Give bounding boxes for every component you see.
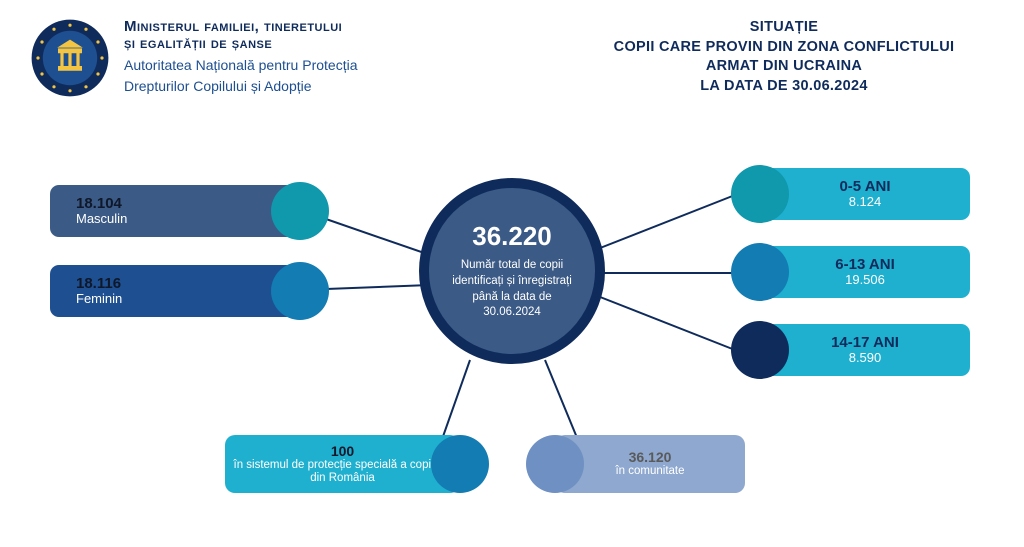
gender-pill: 18.116Feminin [50, 265, 300, 317]
pill-value: 6-13 ANI [835, 256, 894, 273]
age-pill: 14-17 ANI8.590 [760, 324, 970, 376]
pill-value: 18.116 [76, 275, 121, 292]
node-dot [731, 165, 789, 223]
pill-label: Feminin [76, 292, 122, 307]
header: Ministerul familiei, tineretului și egal… [0, 0, 1024, 98]
center-value: 36.220 [472, 221, 552, 252]
node-dot [271, 182, 329, 240]
page-title: SITUAȚIE COPII CARE PROVIN DIN ZONA CONF… [574, 18, 994, 98]
authority-line-2: Drepturilor Copilului și Adopție [124, 78, 574, 96]
pill-label: în comunitate [615, 465, 684, 478]
gender-pill: 18.104Masculin [50, 185, 300, 237]
ministry-block: Ministerul familiei, tineretului și egal… [110, 18, 574, 98]
pill-value: 36.120 [629, 449, 672, 465]
age-pill: 0-5 ANI8.124 [760, 168, 970, 220]
pill-value: 18.104 [76, 195, 122, 212]
center-label: Număr total de copii identificați și înr… [443, 258, 581, 320]
location-pill: 100în sistemul de protecție specială a c… [225, 435, 460, 493]
pill-value: 100 [331, 443, 354, 459]
node-dot [431, 435, 489, 493]
pill-value: 0-5 ANI [839, 178, 890, 195]
ministry-line-2: și egalității de șanse [124, 35, 574, 52]
pill-label: 8.124 [849, 195, 882, 210]
ministry-line-1: Ministerul familiei, tineretului [124, 18, 574, 35]
node-dot [731, 321, 789, 379]
pill-label: în sistemul de protecție specială a copi… [225, 459, 460, 485]
node-dot [271, 262, 329, 320]
pill-label: 19.506 [845, 273, 885, 288]
title-l1: SITUAȚIE [574, 18, 994, 38]
title-l2: COPII CARE PROVIN DIN ZONA CONFLICTULUI [574, 38, 994, 58]
gov-logo [30, 18, 110, 98]
title-l4: LA DATA DE 30.06.2024 [574, 77, 994, 97]
pill-label: 8.590 [849, 351, 882, 366]
node-dot [731, 243, 789, 301]
pill-value: 14-17 ANI [831, 334, 899, 351]
node-dot [526, 435, 584, 493]
title-l3: ARMAT DIN UCRAINA [574, 57, 994, 77]
authority-line-1: Autoritatea Națională pentru Protecția [124, 57, 574, 75]
age-pill: 6-13 ANI19.506 [760, 246, 970, 298]
pill-label: Masculin [76, 212, 127, 227]
center-total: 36.220 Număr total de copii identificați… [419, 178, 605, 364]
